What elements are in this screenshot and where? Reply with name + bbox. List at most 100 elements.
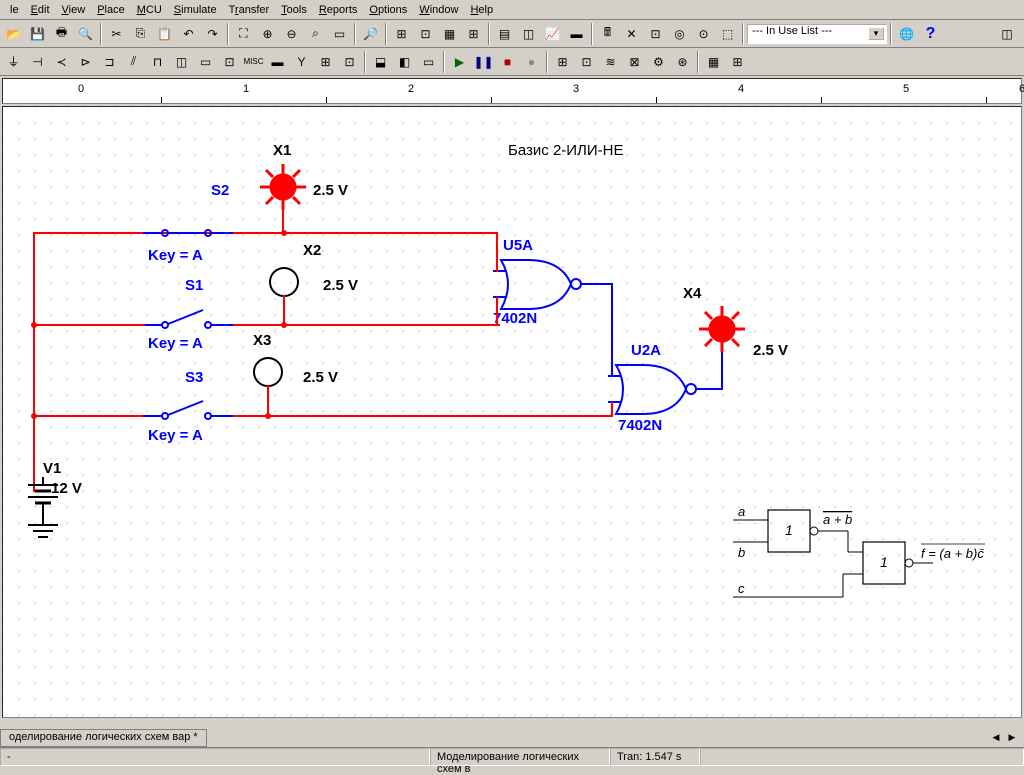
svg-text:a: a: [738, 504, 745, 519]
in-use-dropdown[interactable]: --- In Use List ---: [747, 24, 887, 44]
status-cell: Tran: 1.547 s: [610, 748, 700, 766]
copy-icon[interactable]: ⎘: [129, 23, 152, 45]
menu-mcu[interactable]: MCU: [131, 2, 168, 18]
comp-icon[interactable]: ⊡: [338, 51, 361, 73]
tool-icon[interactable]: ✕: [620, 23, 643, 45]
comp-icon[interactable]: ▭: [417, 51, 440, 73]
menu-place[interactable]: Place: [91, 2, 131, 18]
open-icon[interactable]: 📂: [2, 23, 25, 45]
menu-simulate[interactable]: Simulate: [168, 2, 223, 18]
menu-tools[interactable]: Tools: [275, 2, 313, 18]
comp-icon[interactable]: ⊣: [26, 51, 49, 73]
menu-options[interactable]: Options: [363, 2, 413, 18]
sim-icon[interactable]: ≋: [599, 51, 622, 73]
tool-icon[interactable]: ⊡: [644, 23, 667, 45]
comp-icon[interactable]: ⫽: [122, 51, 145, 73]
junction-dots: [3, 107, 1022, 717]
ruler-mark: 2: [408, 83, 414, 95]
undo-icon[interactable]: ↶: [177, 23, 200, 45]
svg-text:a + b: a + b: [823, 512, 852, 527]
status-cell: -: [0, 748, 430, 766]
comp-icon[interactable]: ⏚: [2, 51, 25, 73]
menu-window[interactable]: Window: [413, 2, 464, 18]
cut-icon[interactable]: ✂: [105, 23, 128, 45]
paste-icon[interactable]: 📋: [153, 23, 176, 45]
tool-icon[interactable]: ⊙: [692, 23, 715, 45]
status-cell: [700, 748, 1024, 766]
comp-text-icon[interactable]: MISC: [242, 51, 265, 73]
zoom-sheet-icon[interactable]: ▭: [328, 23, 351, 45]
sim-icon[interactable]: ⊠: [623, 51, 646, 73]
svg-text:1: 1: [785, 522, 793, 538]
find-icon[interactable]: 🔎: [359, 23, 382, 45]
toolbar-main: 📂 💾 🖶 🔍 ✂ ⎘ 📋 ↶ ↷ ⛶ ⊕ ⊖ ⌕ ▭ 🔎 ⊞ ⊡ ▦ ⊞ ▤ …: [0, 20, 1024, 48]
menu-bar: le Edit View Place MCU Simulate Transfer…: [0, 0, 1024, 20]
help-icon[interactable]: ?: [919, 23, 942, 45]
svg-text:1: 1: [880, 554, 888, 570]
sim-icon[interactable]: ⊡: [575, 51, 598, 73]
scroll-left-icon[interactable]: ◀: [988, 729, 1004, 745]
menu-transfer[interactable]: Transfer: [223, 2, 276, 18]
comp-icon[interactable]: ⬓: [369, 51, 392, 73]
comp-icon[interactable]: ⊡: [218, 51, 241, 73]
save-icon[interactable]: 💾: [26, 23, 49, 45]
tool-icon[interactable]: ⬚: [716, 23, 739, 45]
comp-icon[interactable]: ⊳: [74, 51, 97, 73]
formula-diagram: 1 a b a + b 1 c f = (a + b)c̄: [733, 502, 993, 612]
sim-icon[interactable]: ⚙: [647, 51, 670, 73]
ruler-mark: 0: [78, 83, 84, 95]
zoom-area-icon[interactable]: ⌕: [304, 23, 327, 45]
comp-icon[interactable]: ▭: [194, 51, 217, 73]
sheet-tab[interactable]: оделирование логических схем вар *: [0, 729, 207, 747]
comp-icon[interactable]: ◧: [393, 51, 416, 73]
zoom-fit-icon[interactable]: ⛶: [232, 23, 255, 45]
stop-icon[interactable]: ■: [496, 51, 519, 73]
schematic-canvas[interactable]: Базис 2-ИЛИ-НЕ X1 2.5 V S2: [2, 106, 1022, 718]
sim-icon[interactable]: ▦: [702, 51, 725, 73]
web-icon[interactable]: 🌐: [895, 23, 918, 45]
comp-icon[interactable]: ⊞: [314, 51, 337, 73]
menu-view[interactable]: View: [56, 2, 92, 18]
svg-text:b: b: [738, 545, 745, 560]
zoom-out-icon[interactable]: ⊖: [280, 23, 303, 45]
comp-icon[interactable]: ⊓: [146, 51, 169, 73]
panel-icon[interactable]: ◫: [992, 23, 1022, 45]
status-bar: оделирование логических схем вар * ◀ ▶ -…: [0, 727, 1024, 767]
ruler-mark: 3: [573, 83, 579, 95]
comp-icon[interactable]: Y: [290, 51, 313, 73]
ruler-mark: 1: [243, 83, 249, 95]
graph-icon[interactable]: 📈: [541, 23, 564, 45]
comp-icon[interactable]: ◫: [170, 51, 193, 73]
redo-icon[interactable]: ↷: [201, 23, 224, 45]
comp-icon[interactable]: ≺: [50, 51, 73, 73]
tool-icon[interactable]: ◫: [517, 23, 540, 45]
svg-text:f = (a + b)c̄: f = (a + b)c̄: [921, 546, 984, 561]
tool-icon[interactable]: ▤: [493, 23, 516, 45]
ruler-mark: 5: [903, 83, 909, 95]
menu-help[interactable]: Help: [464, 2, 499, 18]
menu-reports[interactable]: Reports: [313, 2, 364, 18]
tool-icon[interactable]: ⊡: [414, 23, 437, 45]
sim-icon[interactable]: ⊞: [551, 51, 574, 73]
comp-icon[interactable]: ⊐: [98, 51, 121, 73]
tool-icon[interactable]: ⊞: [462, 23, 485, 45]
comp-icon[interactable]: ▬: [266, 51, 289, 73]
pause-icon[interactable]: ❚❚: [472, 51, 495, 73]
sim-icon[interactable]: ⊛: [671, 51, 694, 73]
record-icon[interactable]: ●: [520, 51, 543, 73]
calc-icon[interactable]: 🖩: [596, 23, 619, 45]
tool-icon[interactable]: ▬: [565, 23, 588, 45]
print-icon[interactable]: 🖶: [50, 23, 73, 45]
menu-edit[interactable]: Edit: [25, 2, 56, 18]
tool-icon[interactable]: ◎: [668, 23, 691, 45]
zoom-in-icon[interactable]: ⊕: [256, 23, 279, 45]
tool-icon[interactable]: ▦: [438, 23, 461, 45]
svg-text:c: c: [738, 581, 745, 596]
tool-icon[interactable]: ⊞: [390, 23, 413, 45]
preview-icon[interactable]: 🔍: [74, 23, 97, 45]
scroll-right-icon[interactable]: ▶: [1004, 729, 1020, 745]
run-icon[interactable]: ▶: [448, 51, 471, 73]
menu-file[interactable]: le: [4, 2, 25, 18]
sim-icon[interactable]: ⊞: [726, 51, 749, 73]
horizontal-ruler: 0 1 2 3 4 5 6: [2, 78, 1022, 104]
